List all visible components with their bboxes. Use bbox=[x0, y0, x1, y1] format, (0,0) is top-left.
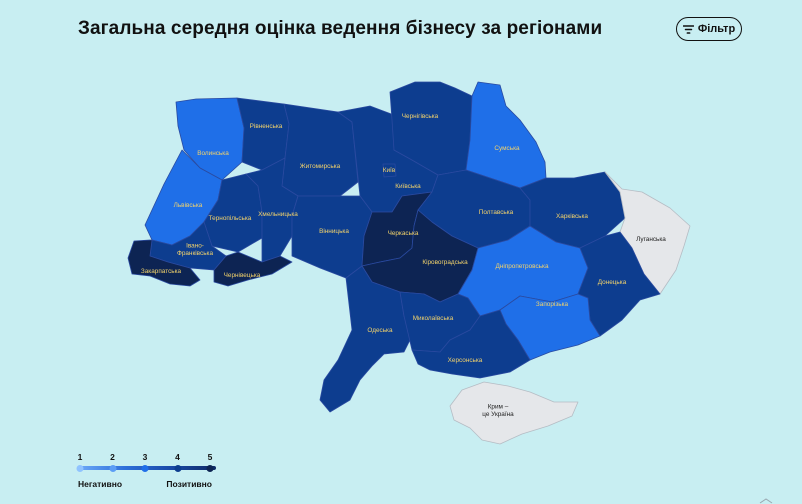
region-label-sumska: Сумська bbox=[494, 145, 520, 152]
legend-dot-1 bbox=[76, 464, 84, 472]
region-label-zhytomyrska: Житомирська bbox=[300, 163, 341, 170]
legend: 1 2 3 4 5 Негативно Позитивно bbox=[76, 452, 218, 491]
region-label-dnipropetrovska: Дніпропетровська bbox=[495, 262, 548, 270]
region-label-chernivetska: Чернівецька bbox=[224, 271, 261, 279]
region-label-lvivska: Львівська bbox=[174, 201, 203, 209]
region-volynska[interactable] bbox=[175, 97, 245, 181]
legend-tick-4: 4 bbox=[175, 452, 180, 462]
region-label-vinnytska: Вінницька bbox=[319, 227, 349, 235]
legend-dot-5 bbox=[206, 464, 214, 472]
legend-low-label: Негативно bbox=[78, 479, 123, 489]
region-kyiv[interactable] bbox=[382, 163, 397, 178]
region-krym[interactable] bbox=[449, 381, 579, 445]
filter-button-label: Фільтр bbox=[697, 23, 736, 35]
region-label-cherkaska: Черкаська bbox=[388, 230, 419, 237]
scroll-up-icon[interactable] bbox=[759, 498, 773, 504]
legend-scale-bar bbox=[76, 464, 216, 472]
legend-tick-3: 3 bbox=[142, 452, 148, 462]
legend-tick-1: 1 bbox=[77, 452, 83, 462]
legend-dot-2 bbox=[109, 464, 116, 472]
region-label-kyivska: Київська bbox=[395, 183, 421, 190]
filter-button[interactable]: Фільтр bbox=[676, 17, 742, 41]
region-vinnytska[interactable] bbox=[291, 195, 373, 279]
region-luhanska[interactable] bbox=[604, 171, 691, 295]
region-khersonska[interactable] bbox=[411, 309, 531, 379]
region-label-kyiv: Київ bbox=[383, 167, 396, 174]
region-odeska[interactable] bbox=[319, 265, 413, 413]
region-label-donetska: Донецька bbox=[598, 279, 627, 286]
region-label-odeska: Одеська bbox=[367, 327, 393, 334]
region-label-ternopilska: Тернопільська bbox=[209, 214, 252, 222]
region-label-krym: Крим – це Україна bbox=[482, 404, 514, 419]
legend-tick-2: 2 bbox=[110, 452, 115, 462]
legend-tick-5: 5 bbox=[207, 452, 213, 462]
region-label-khmelnytska: Хмельницька bbox=[258, 211, 298, 218]
region-label-kirovohradska: Кіровоградська bbox=[422, 258, 468, 266]
region-label-ivano-frankivska: Івано-Франківська bbox=[177, 243, 213, 258]
region-zakarpatska[interactable] bbox=[127, 239, 201, 287]
filter-icon bbox=[682, 24, 694, 34]
region-label-chernihivska: Чернігівська bbox=[402, 112, 439, 120]
legend-dot-4 bbox=[174, 464, 181, 472]
region-label-zaporizka: Запорізька bbox=[536, 300, 569, 308]
legend-dot-3 bbox=[141, 464, 149, 472]
region-label-luhanska: Луганська bbox=[636, 236, 666, 243]
region-label-poltavska: Полтавська bbox=[479, 209, 514, 216]
region-label-rivnenska: Рівненська bbox=[250, 122, 283, 130]
region-chernivetska[interactable] bbox=[213, 251, 293, 287]
region-rivnenska[interactable] bbox=[236, 97, 290, 171]
page-title: Загальна середня оцінка ведення бізнесу … bbox=[78, 18, 603, 39]
region-label-volynska: Волинська bbox=[197, 150, 229, 157]
legend-ticks: 1 2 3 4 5 bbox=[78, 452, 218, 464]
legend-high-label: Позитивно bbox=[166, 479, 212, 489]
region-label-kharkivska: Харківська bbox=[556, 212, 588, 220]
region-label-mykolaivska: Миколаївська bbox=[413, 315, 454, 322]
region-label-zakarpatska: Закарпатська bbox=[141, 268, 182, 275]
region-sumska[interactable] bbox=[465, 81, 547, 189]
region-label-khersonska: Херсонська bbox=[448, 357, 483, 364]
